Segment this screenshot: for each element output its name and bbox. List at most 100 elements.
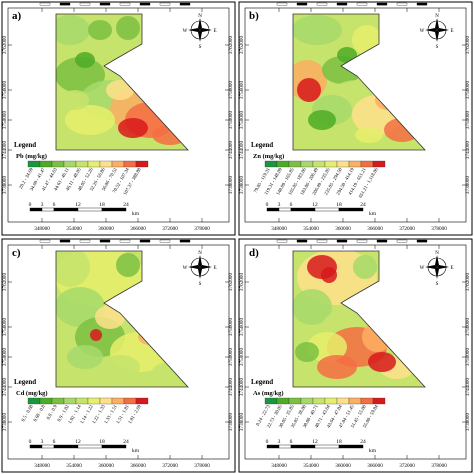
y-tick-label-right: 3744000 — [228, 141, 234, 160]
compass-label-n: N — [435, 14, 439, 19]
border-scale-segment — [159, 239, 171, 243]
compass-label-e: E — [450, 29, 453, 34]
border-scale-segment — [356, 239, 368, 243]
scale-bar-tick: 24 — [360, 439, 366, 445]
legend-swatch — [348, 160, 362, 168]
border-scale-segment — [99, 239, 111, 243]
scale-bar-tick: 0 — [29, 202, 32, 208]
legend-swatch — [123, 397, 137, 405]
scale-bar-unit: km — [132, 211, 140, 217]
scale-bar-tick: 3 — [41, 202, 44, 208]
legend-swatch — [27, 397, 41, 405]
compass-point-n — [198, 255, 202, 267]
border-scale-segment — [39, 239, 51, 243]
legend-swatch — [39, 397, 53, 405]
compass-point-e — [437, 265, 449, 269]
scale-bar-segment — [41, 207, 55, 212]
concentration-patch — [56, 15, 90, 45]
concentration-patch — [293, 15, 342, 45]
legend-swatch — [39, 160, 53, 168]
y-tick-label-right: 3744000 — [228, 378, 234, 397]
scale-bar-segment — [338, 444, 364, 449]
y-tick-label-left: 3756000 — [2, 81, 8, 100]
study-area-boundary — [55, 13, 189, 151]
concentration-patch — [317, 355, 357, 379]
x-tick-label: 372000 — [162, 226, 178, 232]
y-tick-label-right: 3750000 — [228, 111, 234, 130]
scale-bar-segment — [290, 207, 316, 212]
border-scale-segment — [119, 2, 131, 6]
scale-bar-tick: 3 — [278, 439, 281, 445]
x-tick-label: 378000 — [194, 463, 210, 469]
border-scale-segment — [336, 239, 348, 243]
concentration-patch — [106, 80, 134, 100]
y-tick-label-left: 3738000 — [239, 413, 245, 432]
compass-point-s — [198, 267, 202, 279]
scale-bar-segment — [338, 207, 364, 212]
scale-bar-unit: km — [369, 448, 377, 454]
border-scale-segment — [396, 239, 408, 243]
y-tick-label-right: 3750000 — [465, 348, 471, 367]
legend-swatch — [63, 397, 77, 405]
legend-swatch — [111, 397, 125, 405]
y-tick-label-left: 3738000 — [2, 413, 8, 432]
scale-bar-tick: 6 — [290, 202, 293, 208]
scale-bar-segment — [266, 207, 280, 212]
compass-point-w — [425, 28, 437, 32]
border-scale-segment — [276, 239, 288, 243]
scale-bar-tick: 18 — [336, 439, 342, 445]
y-tick-label-right: 3762000 — [465, 36, 471, 55]
compass-point-n — [198, 18, 202, 30]
scale-bar-tick: 0 — [266, 202, 269, 208]
legend-swatch — [135, 160, 149, 168]
compass-label-e: E — [450, 266, 453, 271]
y-tick-label-left: 3756000 — [2, 318, 8, 337]
scale-bar-tick: 12 — [312, 202, 318, 208]
scale-bar-segment — [278, 444, 292, 449]
legend-swatch — [51, 160, 65, 168]
compass-point-w — [188, 28, 200, 32]
scale-bar-segment — [29, 207, 43, 212]
border-scale-segment — [336, 2, 348, 6]
legend-title: Legend — [14, 378, 36, 386]
y-tick-label-right: 3744000 — [465, 141, 471, 160]
legend-swatch — [360, 160, 374, 168]
concentration-patch — [321, 267, 337, 283]
scale-bar-segment — [29, 444, 43, 449]
y-tick-label-left: 3738000 — [239, 176, 245, 195]
study-area-boundary — [292, 13, 426, 151]
scale-bar-segment — [314, 207, 340, 212]
y-tick-label-left: 3756000 — [239, 81, 245, 100]
y-tick-label-right: 3750000 — [465, 111, 471, 130]
concentration-patch — [90, 329, 102, 341]
panel-label: d) — [249, 247, 259, 259]
border-scale-segment — [59, 2, 71, 6]
y-tick-label-left: 3750000 — [2, 348, 8, 367]
study-area-boundary — [55, 250, 189, 388]
scale-bar-tick: 24 — [360, 202, 366, 208]
north-arrow-icon: N S E W — [183, 251, 217, 287]
compass-point-n — [435, 18, 439, 30]
compass-label-n: N — [198, 14, 202, 19]
border-scale-segment — [39, 2, 51, 6]
north-arrow-icon: N S E W — [420, 14, 454, 50]
panel-d: 348000 354000 360000 366000 372000 378000 3762… — [238, 238, 473, 473]
y-tick-label-left: 3762000 — [2, 273, 8, 292]
x-tick-label: 372000 — [162, 463, 178, 469]
x-tick-label: 348000 — [271, 226, 287, 232]
y-tick-label-left: 3744000 — [239, 378, 245, 397]
scale-bar-segment — [77, 207, 103, 212]
legend-swatch — [324, 397, 338, 405]
legend-swatch — [75, 160, 89, 168]
scale-bar-tick: 6 — [53, 439, 56, 445]
legend-swatch — [336, 397, 350, 405]
compass-point-e — [200, 28, 212, 32]
border-scale-segment — [119, 239, 131, 243]
legend-swatch — [312, 160, 326, 168]
concentration-patch — [368, 352, 396, 372]
concentration-patch — [88, 20, 112, 40]
north-arrow-icon: N S E W — [183, 14, 217, 50]
concentration-patch — [355, 127, 383, 143]
legend-swatch — [276, 160, 290, 168]
concentration-patch — [295, 342, 319, 362]
